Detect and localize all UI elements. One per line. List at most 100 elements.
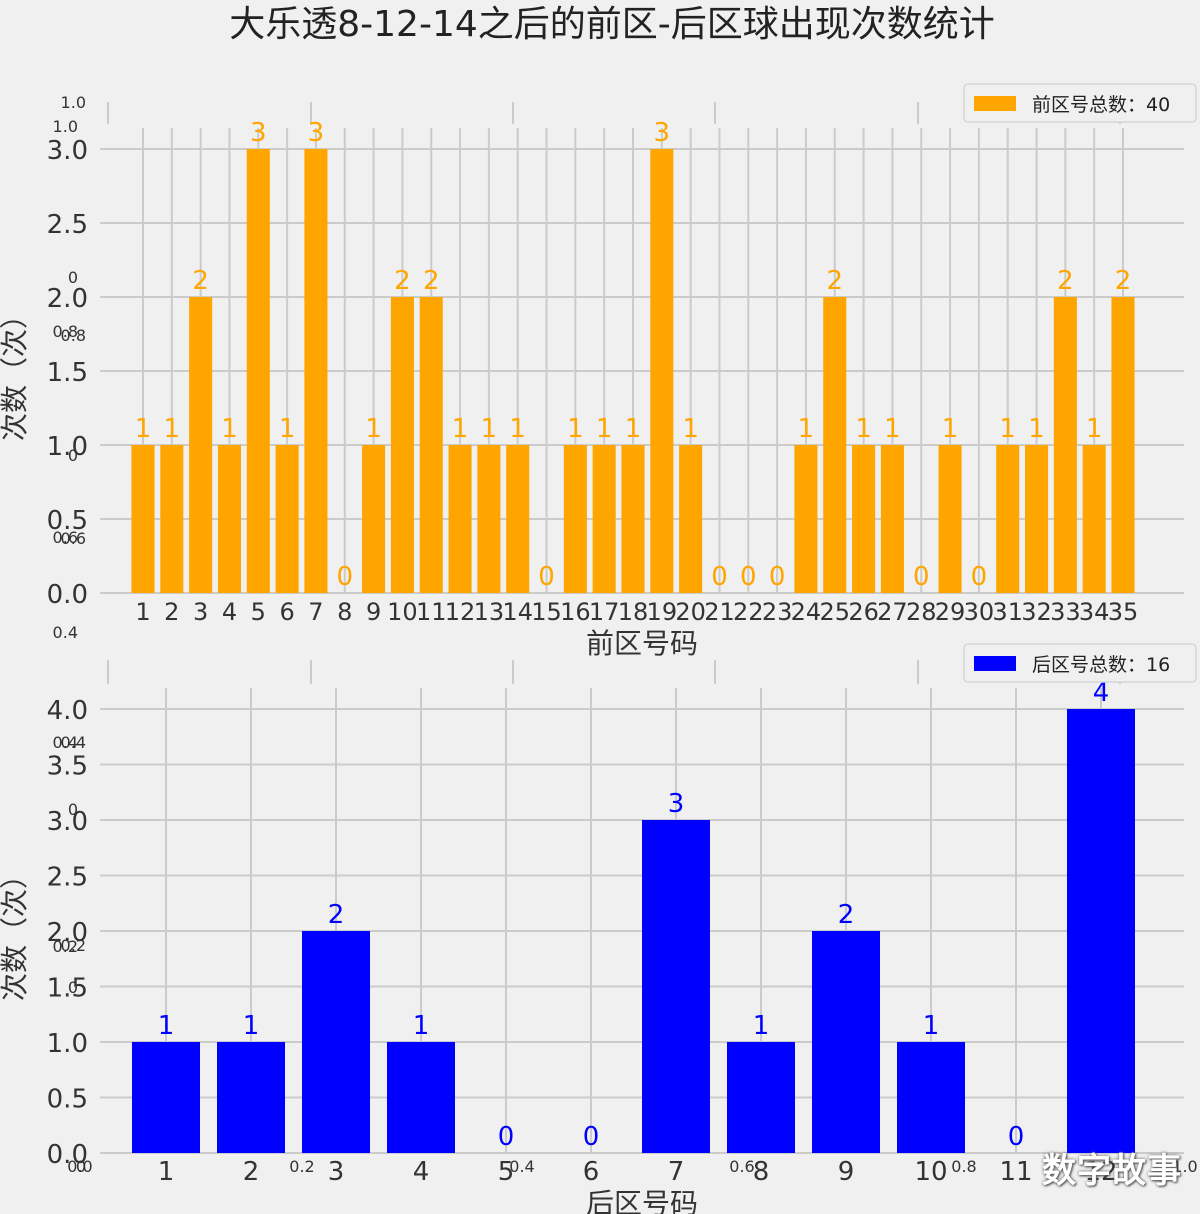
value-label-30: 0 — [971, 562, 988, 592]
value-label-10: 2 — [394, 266, 411, 296]
value-label-9: 1 — [365, 414, 382, 444]
xtick-label-17: 17 — [589, 598, 620, 626]
ytick-label: 1.5 — [47, 974, 88, 1004]
x-axis-label: 后区号码 — [586, 1187, 698, 1214]
bg-xtick-label: 0.2 — [289, 1157, 314, 1176]
bar-32 — [1025, 445, 1049, 593]
xtick-label-14: 14 — [502, 598, 533, 626]
value-label-26: 1 — [855, 414, 872, 444]
xtick-label-4: 4 — [222, 598, 237, 626]
value-label-13: 1 — [481, 414, 498, 444]
xtick-label-7: 7 — [668, 1157, 685, 1187]
bar-35 — [1111, 297, 1135, 593]
ytick-label: 0.0 — [47, 1140, 88, 1170]
bg-ytick-label: 1.0 — [53, 117, 78, 136]
value-label-7: 3 — [668, 789, 685, 819]
xtick-label-24: 24 — [791, 598, 822, 626]
bg-ytick-label: 0.4 — [53, 733, 78, 752]
bar-4 — [217, 445, 241, 593]
ytick-label: 3.0 — [47, 807, 88, 837]
bg-ytick-label: 0.4 — [53, 623, 78, 642]
value-label-20: 1 — [682, 414, 699, 444]
bar-34 — [1082, 445, 1106, 593]
value-label-4: 1 — [413, 1011, 430, 1041]
bar-12 — [1067, 709, 1135, 1153]
value-label-12: 1 — [452, 414, 469, 444]
ytick-label: 1.5 — [47, 358, 88, 388]
ytick-label: 0.5 — [47, 1085, 88, 1115]
xtick-label-34: 34 — [1079, 598, 1110, 626]
value-label-7: 3 — [308, 118, 325, 148]
xtick-label-6: 6 — [279, 598, 294, 626]
value-label-3: 2 — [328, 900, 345, 930]
y-axis-label: 次数（次） — [0, 301, 31, 441]
bar-26 — [852, 445, 876, 593]
xtick-label-11: 11 — [416, 598, 447, 626]
bar-29 — [938, 445, 962, 593]
value-label-8: 0 — [336, 562, 353, 592]
value-label-23: 0 — [769, 562, 786, 592]
bg-ytick-label: 0.2 — [53, 937, 78, 956]
ytick-label: 4.0 — [47, 696, 88, 726]
value-label-16: 1 — [567, 414, 584, 444]
bg-ytick-label: 0.6 — [53, 528, 78, 547]
xtick-label-25: 25 — [819, 598, 850, 626]
xtick-label-9: 9 — [366, 598, 381, 626]
back-zone-chart: 0.00.51.01.52.02.53.03.54.01112231405063… — [0, 643, 1197, 1214]
bar-5 — [246, 149, 270, 593]
bar-20 — [679, 445, 703, 593]
bg-ytick-label: 0.8 — [61, 326, 86, 345]
bar-10 — [390, 297, 414, 593]
bg-xtick-label: 0.6 — [729, 1157, 754, 1176]
value-label-3: 2 — [192, 266, 209, 296]
xtick-label-4: 4 — [413, 1157, 430, 1187]
xtick-label-35: 35 — [1108, 598, 1139, 626]
bar-9 — [812, 931, 880, 1153]
value-label-5: 0 — [498, 1122, 515, 1152]
value-label-2: 1 — [243, 1011, 260, 1041]
value-label-2: 1 — [164, 414, 181, 444]
value-label-24: 1 — [798, 414, 815, 444]
xtick-label-13: 13 — [474, 598, 505, 626]
value-label-18: 1 — [625, 414, 642, 444]
bar-11 — [419, 297, 443, 593]
bg-xtick-label: 1.0 — [1172, 1157, 1197, 1176]
xtick-label-29: 29 — [935, 598, 966, 626]
ytick-label: 2.0 — [47, 284, 88, 314]
background-axes: 00.20.40.60.81.01.000.800.60.40.400.200.… — [53, 93, 1198, 1176]
bg-ytick-label: 0 — [68, 978, 78, 997]
bg-ytick-label: 0.4 — [61, 733, 86, 752]
value-label-10: 1 — [923, 1011, 940, 1041]
ytick-label: 3.5 — [47, 752, 88, 782]
value-label-6: 0 — [583, 1122, 600, 1152]
xtick-label-8: 8 — [753, 1157, 770, 1187]
value-label-34: 1 — [1086, 414, 1103, 444]
xtick-label-3: 3 — [328, 1157, 345, 1187]
xtick-label-22: 22 — [733, 598, 764, 626]
bg-ytick-label: 0 — [68, 446, 78, 465]
legend-swatch — [974, 656, 1016, 671]
value-label-29: 1 — [942, 414, 959, 444]
xtick-label-30: 30 — [964, 598, 995, 626]
xtick-label-31: 31 — [992, 598, 1023, 626]
xtick-label-12: 12 — [1084, 1157, 1117, 1187]
value-label-17: 1 — [596, 414, 613, 444]
bar-33 — [1053, 297, 1077, 593]
bar-18 — [621, 445, 645, 593]
ytick-label: 1.0 — [47, 1029, 88, 1059]
value-label-28: 0 — [913, 562, 930, 592]
value-label-12: 4 — [1093, 678, 1110, 708]
legend-label: 后区号总数：16 — [1032, 654, 1170, 676]
bg-ytick-label: 0.8 — [53, 322, 78, 341]
legend-box — [963, 83, 1197, 123]
value-label-11: 0 — [1008, 1122, 1025, 1152]
xtick-label-5: 5 — [251, 598, 266, 626]
xtick-label-6: 6 — [583, 1157, 600, 1187]
ytick-label: 0.5 — [47, 506, 88, 536]
value-label-35: 2 — [1115, 266, 1132, 296]
xtick-label-3: 3 — [193, 598, 208, 626]
bar-8 — [727, 1042, 795, 1153]
ytick-label: 2.5 — [47, 863, 88, 893]
ytick-label: 3.0 — [47, 136, 88, 166]
xtick-label-16: 16 — [560, 598, 591, 626]
